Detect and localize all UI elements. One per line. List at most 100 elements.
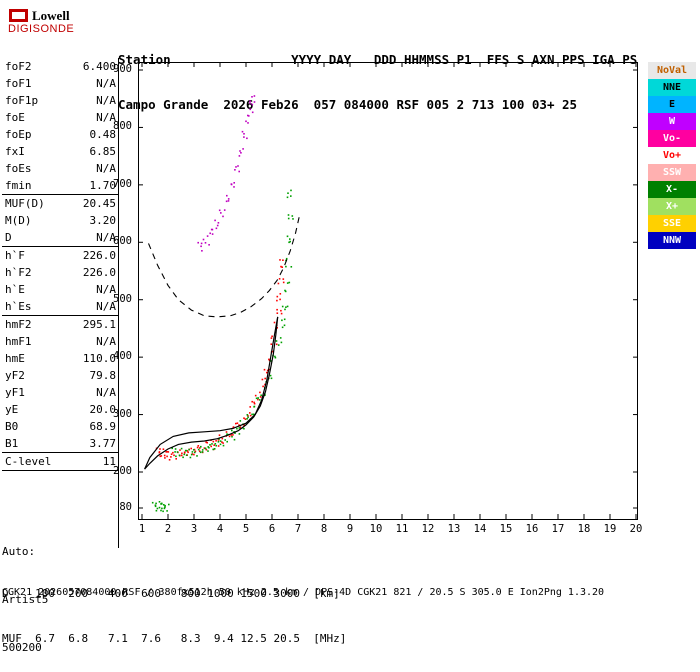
x-tick-label: 20: [629, 523, 643, 535]
param-value: 1.70: [89, 179, 117, 192]
param-key: yE: [5, 403, 19, 416]
param-key: h`Es: [5, 300, 32, 313]
table-divider: [118, 58, 119, 548]
ionogram-canvas: [138, 62, 638, 520]
param-row: MUF(D) 20.45: [2, 195, 118, 212]
x-tick-label: 17: [551, 523, 565, 535]
param-value: N/A: [96, 300, 116, 313]
legend-item-e[interactable]: E: [648, 96, 696, 113]
param-key: M(D): [5, 214, 32, 227]
param-key: MUF(D): [5, 197, 45, 210]
param-row: yF1 N/A: [2, 384, 118, 401]
param-value: 226.0: [82, 249, 116, 262]
param-row: foE N/A: [2, 109, 118, 126]
param-value: 6.400: [82, 60, 116, 73]
x-tick-label: 1: [138, 523, 146, 535]
param-value: N/A: [96, 162, 116, 175]
parameter-table: foF2 6.400 foF1 N/A foF1p N/A foE N/A foEp 0.48 fx…: [2, 58, 118, 471]
legend-item-sse[interactable]: SSE: [648, 215, 696, 232]
x-tick-label: 6: [268, 523, 276, 535]
param-row: foF2 6.400: [2, 58, 118, 75]
param-key: D: [5, 231, 12, 244]
series-muf-curve-black-dashed-: [147, 216, 300, 318]
series-o-trace-vo-red-: [155, 259, 285, 461]
station-header: Station YYYY DAY DDD HHMMSS P1 FFS S AXN…: [118, 22, 637, 127]
param-row: foEp 0.48: [2, 126, 118, 143]
legend-item-x-[interactable]: X+: [648, 198, 696, 215]
param-key: foEp: [5, 128, 32, 141]
legend-item-ssw[interactable]: SSW: [648, 164, 696, 181]
param-key: yF2: [5, 369, 25, 382]
x-tick-label: 2: [164, 523, 172, 535]
param-value: 20.45: [82, 197, 116, 210]
legend-item-nnw[interactable]: NNW: [648, 232, 696, 249]
param-row: foEs N/A: [2, 160, 118, 177]
param-value: 226.0: [82, 266, 116, 279]
param-row: foF1 N/A: [2, 75, 118, 92]
param-row: fmin 1.70: [2, 177, 118, 195]
param-key: hmF1: [5, 335, 32, 348]
series-second-hop-scatter-magenta-: [197, 95, 256, 252]
param-value: 295.1: [82, 318, 116, 331]
series-x-trace-x-green-: [171, 189, 294, 459]
param-row: yE 20.0: [2, 401, 118, 418]
param-value: N/A: [96, 77, 116, 90]
muf-row: MUF 6.7 6.8 7.1 7.6 8.3 9.4 12.5 20.5 [M…: [2, 632, 347, 645]
legend-item-noval[interactable]: NoVal: [648, 62, 696, 79]
param-value: 0.48: [89, 128, 117, 141]
x-tick-label: 15: [499, 523, 513, 535]
param-row: B0 68.9: [2, 418, 118, 435]
distance-row: D 100 200 400 600 800 1000 1500 3000 [km…: [2, 587, 340, 600]
param-value: N/A: [96, 283, 116, 296]
param-value: 6.85: [89, 145, 117, 158]
x-tick-label: 3: [190, 523, 198, 535]
series-model-profile-black-solid-: [144, 316, 279, 470]
param-key: B0: [5, 420, 19, 433]
param-key: fxI: [5, 145, 25, 158]
param-row: fxI 6.85: [2, 143, 118, 160]
param-value: N/A: [96, 111, 116, 124]
param-value: 11: [102, 455, 116, 468]
param-row: foF1p N/A: [2, 92, 118, 109]
param-row: C-level 11: [2, 453, 118, 471]
station-header-line1: Station YYYY DAY DDD HHMMSS P1 FFS S AXN…: [118, 52, 638, 67]
logo-mark-icon: [9, 9, 28, 22]
legend-item-nne[interactable]: NNE: [648, 79, 696, 96]
param-value: 79.8: [89, 369, 117, 382]
x-tick-label: 14: [473, 523, 487, 535]
legend-item-x-[interactable]: X-: [648, 181, 696, 198]
station-header-line2: Campo Grande 2026 Feb26 057 084000 RSF 0…: [118, 97, 578, 112]
x-tick-label: 8: [320, 523, 328, 535]
legend-item-vo-[interactable]: Vo-: [648, 130, 696, 147]
logo-line2: DIGISONDE: [8, 23, 75, 35]
param-row: hmF2 295.1: [2, 316, 118, 333]
param-key: foF1p: [5, 94, 39, 107]
param-key: B1: [5, 437, 19, 450]
param-value: 3.77: [89, 437, 117, 450]
x-tick-label: 4: [216, 523, 224, 535]
param-row: hmE 110.0: [2, 350, 118, 367]
param-key: h`F2: [5, 266, 32, 279]
x-tick-label: 12: [421, 523, 435, 535]
legend-item-vo-[interactable]: Vo+: [648, 147, 696, 164]
param-row: h`Es N/A: [2, 298, 118, 316]
x-tick-label: 19: [603, 523, 617, 535]
param-row: B1 3.77: [2, 435, 118, 453]
x-tick-label: 11: [395, 523, 409, 535]
polarization-legend: NoVal NNE E W Vo- Vo+ SSW X- X+ SSE NNW: [648, 62, 696, 249]
param-row: M(D) 3.20: [2, 212, 118, 229]
x-tick-label: 5: [242, 523, 250, 535]
param-key: fmin: [5, 179, 32, 192]
param-value: 20.0: [89, 403, 117, 416]
param-row: h`F2 226.0: [2, 264, 118, 281]
param-row: D N/A: [2, 229, 118, 247]
param-value: 68.9: [89, 420, 117, 433]
param-row: h`F 226.0: [2, 247, 118, 264]
ionogram-plot: [138, 62, 638, 520]
param-key: C-level: [5, 455, 52, 468]
file-footer: CGK21_2026057084000.RSF / 380fx512h 50 k…: [2, 587, 605, 598]
param-value: N/A: [96, 386, 116, 399]
param-row: hmF1 N/A: [2, 333, 118, 350]
legend-item-w[interactable]: W: [648, 113, 696, 130]
param-key: foF2: [5, 60, 32, 73]
